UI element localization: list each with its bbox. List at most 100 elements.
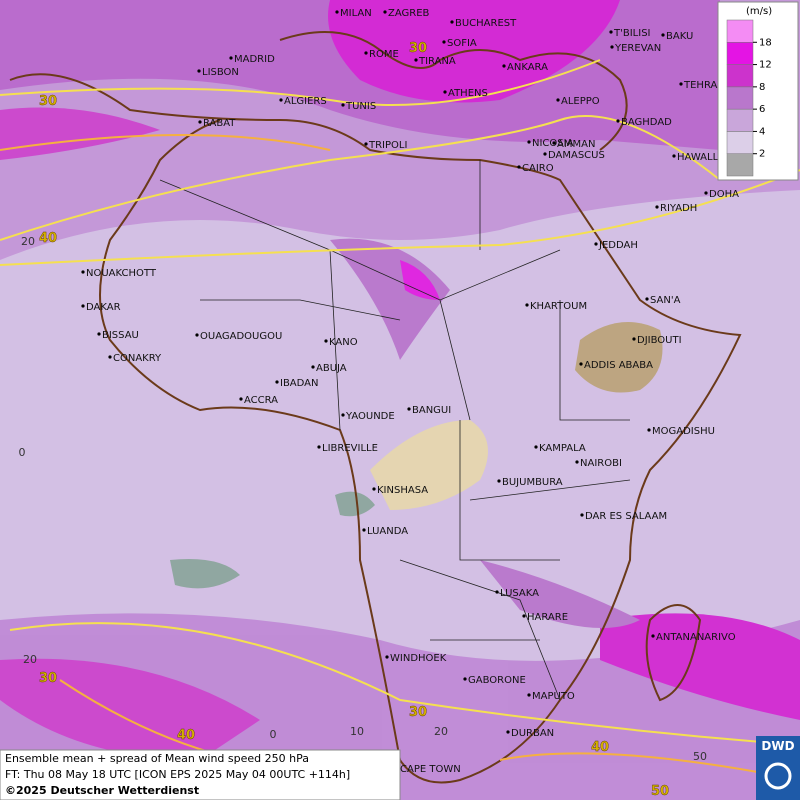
- city-dot: [383, 10, 387, 14]
- labels: MILAN ZAGREB BUCHAREST T'BILISI BAKU YEREVAN T…: [19, 8, 740, 799]
- city-dot: [311, 365, 315, 369]
- city-dot: [651, 634, 655, 638]
- legend-swatch: [726, 108, 754, 132]
- city-label: KINSHASA: [377, 485, 428, 496]
- longitude-label: 0: [270, 728, 277, 741]
- legend-label: 2: [759, 149, 765, 160]
- city-dot: [645, 297, 649, 301]
- contour-label: 50: [651, 784, 669, 799]
- city-label: TEHRA: [683, 80, 717, 91]
- longitude-label: 20: [434, 725, 448, 738]
- city-label: ANKARA: [507, 62, 548, 73]
- city-dot: [534, 445, 538, 449]
- city-dot: [362, 528, 366, 532]
- city-label: ALEPPO: [561, 96, 600, 107]
- city-label: LUSAKA: [500, 588, 539, 599]
- city-label: GABORONE: [468, 675, 526, 686]
- city-dot: [364, 51, 368, 55]
- city-label: ATHENS: [448, 88, 488, 99]
- city-dot: [704, 191, 708, 195]
- city-label: DAKAR: [86, 302, 121, 313]
- city-dot: [198, 120, 202, 124]
- caption-line: Ensemble mean + spread of Mean wind spee…: [5, 752, 309, 765]
- city-label: YEREVAN: [614, 43, 661, 54]
- city-label: CONAKRY: [113, 353, 162, 364]
- city-dot: [239, 397, 243, 401]
- city-label: TUNIS: [345, 101, 376, 112]
- city-label: DJIBOUTI: [637, 335, 682, 346]
- city-label: DOHA: [709, 189, 739, 200]
- legend-swatch: [726, 153, 754, 177]
- city-dot: [335, 10, 339, 14]
- latitude-label: 0: [19, 446, 26, 459]
- city-label: BISSAU: [102, 330, 139, 341]
- city-dot: [525, 303, 529, 307]
- city-dot: [341, 413, 345, 417]
- logo-icon: [764, 762, 792, 790]
- city-dot: [580, 513, 584, 517]
- city-label: BANGUI: [412, 405, 451, 416]
- city-dot: [407, 407, 411, 411]
- city-dot: [495, 590, 499, 594]
- legend-label: 8: [759, 82, 765, 93]
- city-dot: [450, 20, 454, 24]
- city-label: OUAGADOUGOU: [200, 331, 282, 342]
- city-label: ALGIERS: [284, 96, 327, 107]
- city-dot: [522, 614, 526, 618]
- city-label: MILAN: [340, 8, 372, 19]
- city-label: TIRANA: [418, 56, 456, 67]
- legend-swatch: [726, 64, 754, 88]
- city-label: ADDIS ABABA: [584, 360, 653, 371]
- legend-swatch: [726, 19, 754, 43]
- city-label: DURBAN: [511, 728, 554, 739]
- city-dot: [279, 98, 283, 102]
- legend-label: 4: [759, 126, 765, 137]
- contour-label: 40: [591, 740, 609, 755]
- caption-box: [0, 749, 401, 800]
- city-dot: [579, 362, 583, 366]
- city-dot: [610, 45, 614, 49]
- city-dot: [679, 82, 683, 86]
- city-dot: [275, 380, 279, 384]
- legend-label: 18: [759, 37, 772, 48]
- longitude-label: 50: [693, 750, 707, 763]
- city-label: LIBREVILLE: [322, 443, 378, 454]
- city-label: JEDDAH: [598, 240, 638, 251]
- longitude-label: 10: [350, 725, 364, 738]
- city-label: BAGHDAD: [621, 117, 672, 128]
- city-dot: [517, 165, 521, 169]
- city-dot: [97, 332, 101, 336]
- city-dot: [594, 242, 598, 246]
- city-label: SOFIA: [447, 38, 477, 49]
- city-label: CAPE TOWN: [400, 764, 461, 775]
- city-dot: [81, 270, 85, 274]
- contour-label: 30: [39, 671, 57, 686]
- city-label: RIYADH: [660, 203, 697, 214]
- city-label: BAKU: [666, 31, 693, 42]
- city-dot: [502, 64, 506, 68]
- city-label: T'BILISI: [613, 28, 650, 39]
- legend-unit: (m/s): [746, 6, 772, 17]
- city-label: RABAT: [203, 118, 236, 129]
- city-label: HARARE: [527, 612, 568, 623]
- city-label: ABUJA: [316, 363, 347, 374]
- city-label: LISBON: [202, 67, 239, 78]
- city-dot: [81, 304, 85, 308]
- caption-line: FT: Thu 08 May 18 UTC [ICON EPS 2025 May…: [5, 768, 350, 781]
- city-dot: [672, 154, 676, 158]
- city-dot: [443, 90, 447, 94]
- terrain: [170, 322, 663, 589]
- legend-label: 12: [759, 60, 772, 71]
- city-dot: [341, 103, 345, 107]
- city-label: NAIROBI: [580, 458, 622, 469]
- city-label: LUANDA: [367, 526, 408, 537]
- city-label: KANO: [329, 337, 358, 348]
- city-label: ACCRA: [244, 395, 278, 406]
- city-label: AMMAN: [557, 139, 595, 150]
- city-label: MOGADISHU: [652, 426, 715, 437]
- borders: [159, 160, 631, 701]
- legend-swatch: [726, 86, 754, 110]
- city-dot: [108, 355, 112, 359]
- latitude-label: 20: [21, 235, 35, 248]
